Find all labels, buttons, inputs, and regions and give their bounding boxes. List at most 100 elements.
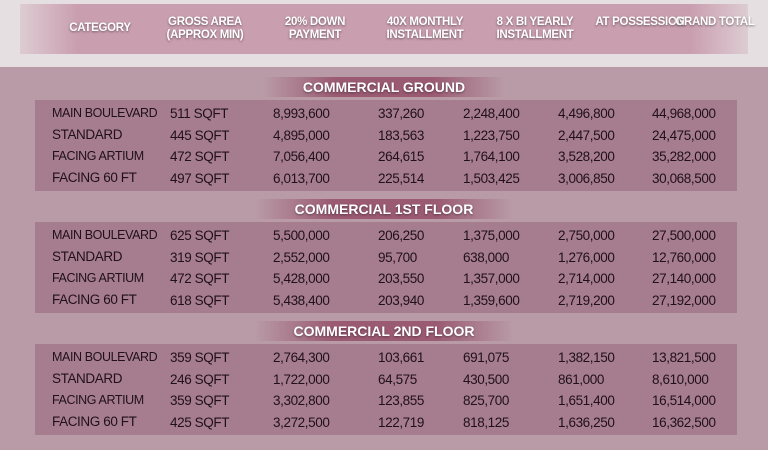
price-table: MAIN BOULEVARD 625 SQFT 5,500,000 206,250 1,… <box>35 222 737 313</box>
section-title-text: COMMERCIAL 2ND FLOOR <box>253 321 515 341</box>
value-cell: 825,700 <box>463 393 509 408</box>
value-cell: 203,550 <box>378 271 424 286</box>
category-cell: STANDARD <box>52 249 123 264</box>
value-cell: 264,615 <box>378 149 424 164</box>
value-cell: 2,750,000 <box>558 228 615 243</box>
value-cell: 359 SQFT <box>170 393 230 408</box>
value-cell: 122,719 <box>378 414 424 430</box>
value-cell: 27,500,000 <box>652 228 716 243</box>
table-row: FACING ARTIUM 359 SQFT 3,302,800 123,855 825… <box>35 389 737 411</box>
value-cell: 1,651,400 <box>558 393 615 408</box>
value-cell: 1,764,100 <box>463 149 520 164</box>
value-cell: 1,359,600 <box>463 292 520 308</box>
section-title-text: COMMERCIAL 1ST FLOOR <box>254 199 514 219</box>
table-row: MAIN BOULEVARD 359 SQFT 2,764,300 103,661 69… <box>35 346 737 368</box>
column-header: GRAND TOTAL <box>675 16 755 28</box>
value-cell: 30,068,500 <box>652 170 716 186</box>
value-cell: 625 SQFT <box>170 228 230 243</box>
category-cell: STANDARD <box>52 127 123 142</box>
category-cell: FACING 60 FT <box>52 170 137 185</box>
value-cell: 445 SQFT <box>170 127 230 143</box>
value-cell: 638,000 <box>463 249 509 265</box>
column-header: 8 X BI YEARLY INSTALLMENT <box>496 16 574 41</box>
value-cell: 5,438,400 <box>273 292 330 308</box>
category-cell: MAIN BOULEVARD <box>52 105 158 120</box>
value-cell: 5,428,000 <box>273 271 330 286</box>
column-header: 20% DOWN PAYMENT <box>284 16 346 41</box>
value-cell: 95,700 <box>378 249 417 265</box>
value-cell: 472 SQFT <box>170 271 230 286</box>
value-cell: 359 SQFT <box>170 350 230 365</box>
value-cell: 206,250 <box>378 228 424 243</box>
value-cell: 3,528,200 <box>558 149 615 164</box>
column-header: GROSS AREA (APPROX MIN) <box>166 16 244 41</box>
value-cell: 818,125 <box>463 414 509 430</box>
table-row: FACING ARTIUM 472 SQFT 5,428,000 203,550 1,3… <box>35 267 737 289</box>
value-cell: 3,272,500 <box>273 414 330 430</box>
category-cell: FACING ARTIUM <box>52 148 144 163</box>
value-cell: 246 SQFT <box>170 371 230 387</box>
value-cell: 1,722,000 <box>273 371 330 387</box>
value-cell: 2,248,400 <box>463 106 520 121</box>
value-cell: 1,382,150 <box>558 350 615 365</box>
value-cell: 497 SQFT <box>170 170 230 186</box>
value-cell: 6,013,700 <box>273 170 330 186</box>
value-cell: 2,764,300 <box>273 350 330 365</box>
value-cell: 103,661 <box>378 350 424 365</box>
table-row: FACING ARTIUM 472 SQFT 7,056,400 264,615 1,7… <box>35 145 737 167</box>
category-cell: FACING 60 FT <box>52 292 137 307</box>
value-cell: 1,375,000 <box>463 228 520 243</box>
value-cell: 1,503,425 <box>463 170 520 186</box>
value-cell: 24,475,000 <box>652 127 716 143</box>
value-cell: 123,855 <box>378 393 424 408</box>
value-cell: 4,895,000 <box>273 127 330 143</box>
table-row: FACING 60 FT 497 SQFT 6,013,700 225,514 1,50… <box>35 167 737 189</box>
value-cell: 12,760,000 <box>652 249 716 265</box>
table-row: STANDARD 445 SQFT 4,895,000 183,563 1,223,75… <box>35 124 737 146</box>
pricing-panel: COMMERCIAL GROUND MAIN BOULEVARD 511 SQFT 8… <box>0 67 768 450</box>
value-cell: 27,192,000 <box>652 292 716 308</box>
table-header: CATEGORY GROSS AREA (APPROX MIN) 20% DOWN … <box>20 4 755 54</box>
value-cell: 337,260 <box>378 106 424 121</box>
value-cell: 511 SQFT <box>170 106 229 121</box>
value-cell: 319 SQFT <box>170 249 230 265</box>
table-row: MAIN BOULEVARD 511 SQFT 8,993,600 337,260 2,… <box>35 102 737 124</box>
section-title-text: COMMERCIAL GROUND <box>262 77 506 97</box>
value-cell: 27,140,000 <box>652 271 716 286</box>
value-cell: 35,282,000 <box>652 149 716 164</box>
value-cell: 16,362,500 <box>652 414 716 430</box>
value-cell: 8,610,000 <box>652 371 709 387</box>
column-header: AT POSSESSION <box>595 16 685 28</box>
value-cell: 225,514 <box>378 170 424 186</box>
value-cell: 7,056,400 <box>273 149 330 164</box>
value-cell: 472 SQFT <box>170 149 230 164</box>
value-cell: 44,968,000 <box>652 106 716 121</box>
value-cell: 5,500,000 <box>273 228 330 243</box>
table-row: FACING 60 FT 618 SQFT 5,438,400 203,940 1,35… <box>35 289 737 311</box>
table-row: MAIN BOULEVARD 625 SQFT 5,500,000 206,250 1,… <box>35 224 737 246</box>
table-row: STANDARD 319 SQFT 2,552,000 95,700 638,000 1,… <box>35 246 737 268</box>
value-cell: 2,719,200 <box>558 292 615 308</box>
table-row: FACING 60 FT 425 SQFT 3,272,500 122,719 818,… <box>35 411 737 433</box>
value-cell: 425 SQFT <box>170 414 230 430</box>
value-cell: 203,940 <box>378 292 424 308</box>
category-cell: FACING ARTIUM <box>52 270 144 285</box>
value-cell: 1,357,000 <box>463 271 520 286</box>
column-header: 40X MONTHLY INSTALLMENT <box>386 16 464 41</box>
value-cell: 8,993,600 <box>273 106 330 121</box>
category-cell: STANDARD <box>52 371 123 386</box>
category-cell: MAIN BOULEVARD <box>52 227 158 242</box>
value-cell: 2,552,000 <box>273 249 330 265</box>
value-cell: 183,563 <box>378 127 424 143</box>
price-table: MAIN BOULEVARD 511 SQFT 8,993,600 337,260 2,… <box>35 100 737 191</box>
section-title: COMMERCIAL GROUND <box>0 77 768 97</box>
category-cell: MAIN BOULEVARD <box>52 349 158 364</box>
value-cell: 1,276,000 <box>558 249 615 265</box>
column-header: CATEGORY <box>69 22 131 34</box>
value-cell: 2,714,000 <box>558 271 615 286</box>
value-cell: 691,075 <box>463 350 509 365</box>
value-cell: 13,821,500 <box>652 350 716 365</box>
value-cell: 430,500 <box>463 371 509 387</box>
value-cell: 861,000 <box>558 371 604 387</box>
section-title: COMMERCIAL 2ND FLOOR <box>0 321 768 341</box>
